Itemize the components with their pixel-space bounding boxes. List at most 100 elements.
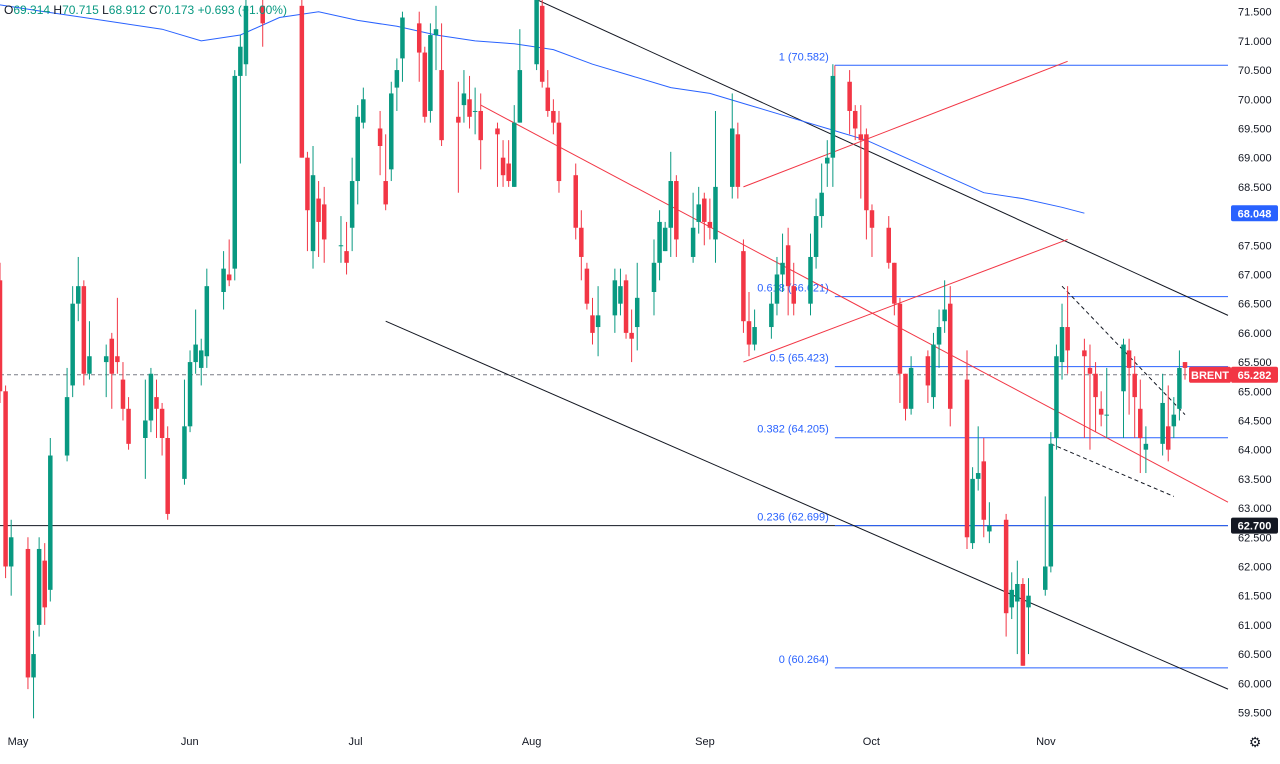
candle-body [741,251,746,322]
candle [651,239,657,316]
candle-body [573,175,578,228]
candle-body [238,46,243,76]
fib-level-label: 0.5 (65.423) [770,353,829,365]
candle [1182,362,1188,380]
y-tick-label: 63.500 [1238,474,1272,486]
candle-body [422,52,428,117]
candle-body [383,181,388,205]
candle-body [461,93,467,106]
change-value: +0.693 (+1.00%) [197,3,287,17]
candle [70,286,75,398]
y-tick-label: 69.000 [1238,153,1272,165]
candle [579,210,584,281]
candle-body [1104,414,1109,416]
candle-body [886,227,891,263]
candle [987,502,992,544]
candle-body [148,373,154,421]
candle [389,81,394,182]
candle-body [260,5,265,24]
candle [349,157,355,252]
candle-body [126,408,131,444]
candle [1059,303,1065,380]
candle [612,268,618,333]
candle [830,64,836,187]
y-tick-label: 64.500 [1238,415,1272,427]
candle [769,292,774,339]
candle-body [1015,584,1020,602]
y-tick-label: 71.000 [1238,36,1272,48]
candle-body [651,262,657,292]
candle [1065,286,1070,374]
candle-body [1160,402,1165,444]
candle-body [344,251,349,263]
candle [1121,338,1126,438]
candle-body [925,356,931,386]
candle [198,338,204,386]
candle [1171,397,1177,438]
candle [970,467,975,549]
candle-body [389,93,394,170]
candle-body [1132,373,1137,398]
y-tick-label: 70.500 [1238,65,1272,77]
candle [634,262,640,351]
candle [143,379,148,479]
candle [165,426,170,520]
candle [1093,362,1098,433]
open-label: O [4,3,14,17]
ma-price-box [1231,205,1278,222]
gear-icon[interactable]: ⚙ [1248,734,1262,750]
candle-body [182,426,187,479]
candle [1143,426,1149,474]
fib-level-label: 0 (60.264) [779,654,829,666]
candle-body [467,99,472,117]
candle-body [780,262,785,275]
candle [1132,356,1137,438]
last-price-box [1231,366,1278,383]
candle [478,93,483,170]
candle [305,151,310,252]
candle [936,309,942,368]
high-label: H [53,3,63,17]
candle [869,204,875,257]
candle-body [232,75,238,269]
candle [1048,432,1054,573]
candle [1160,373,1165,456]
candle-body [662,227,668,252]
candle-body [456,116,461,123]
candle-body [657,221,662,263]
candle [858,105,864,199]
candle-body [908,367,914,409]
candle [48,438,53,602]
candle-body [623,280,629,333]
candle-body [506,163,511,182]
candle-body [394,70,400,88]
candle-body [668,181,674,228]
y-tick-label: 65.500 [1238,357,1272,369]
candle-body [76,286,81,304]
candle-body [1054,356,1059,438]
candle-body [198,350,204,368]
candle-body [243,5,249,65]
candle-body [36,548,42,625]
candle-body [869,210,875,228]
y-tick-label: 67.500 [1238,240,1272,252]
candle-body [847,81,852,111]
candle [903,373,908,421]
y-tick-label: 62.500 [1238,532,1272,544]
candle-body [785,245,791,287]
candle-body [159,408,165,438]
candle [422,46,428,123]
candle [1003,513,1009,637]
candle-body [1026,595,1031,608]
candle [623,274,629,339]
open-value: 69.314 [13,3,51,17]
candle [1165,385,1171,462]
candle-body [534,0,539,65]
candle-body [852,110,858,129]
candle [81,280,87,386]
candle [825,140,830,187]
candle [433,5,439,71]
candle [310,146,316,269]
